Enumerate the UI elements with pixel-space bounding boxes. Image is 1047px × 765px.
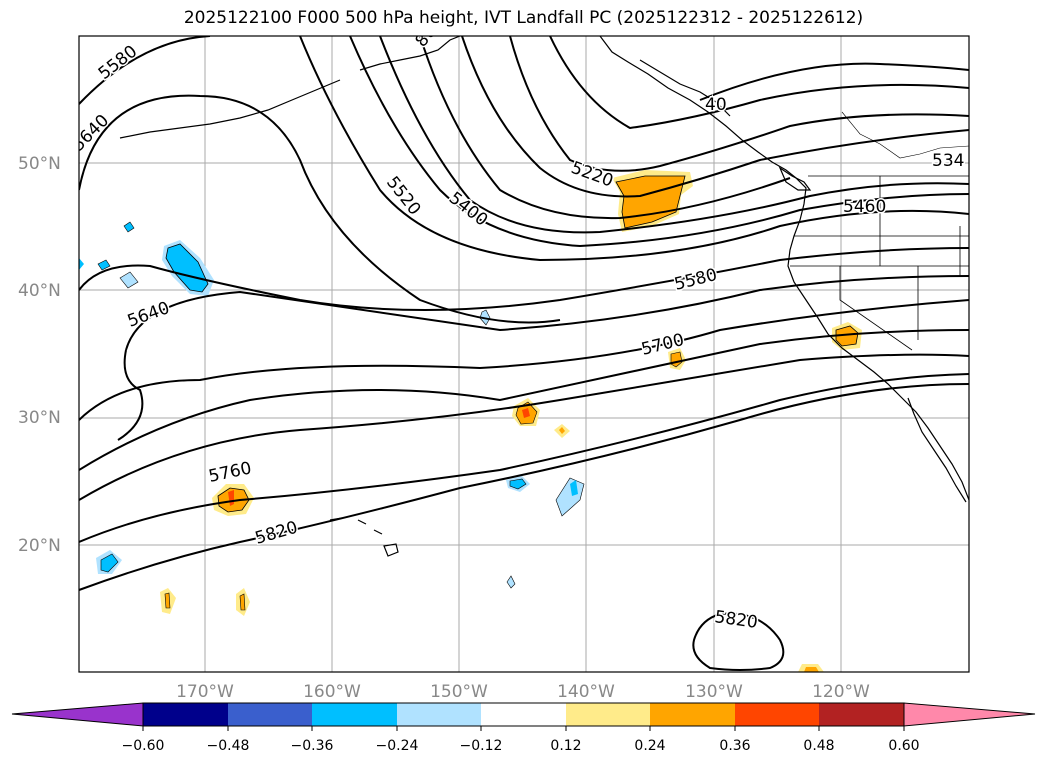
height-contours (79, 36, 969, 671)
ivt-neg-region-8-core (570, 480, 578, 496)
plot-frame (78, 35, 970, 673)
colorbar-extend-right (903, 702, 1036, 727)
colorbar-segment (735, 703, 819, 726)
canada-border-lines (841, 111, 969, 159)
colorbar-frame (142, 702, 905, 727)
colorbar-segment (397, 703, 481, 726)
lon-label-130: 130°W (685, 682, 743, 702)
colorbar-tick-label: −0.24 (376, 738, 419, 754)
colorbar-tick-label: −0.12 (460, 738, 503, 754)
contour-5700 (79, 299, 969, 421)
contour-5580-nw (79, 36, 211, 105)
alaska-coast (359, 36, 461, 71)
ivt-neg-region-4 (79, 258, 84, 270)
ivt-region-bottom-core (804, 667, 819, 672)
contour-label: 5460 (843, 197, 886, 217)
aleutians (119, 79, 341, 139)
lat-label-20: 20°N (18, 536, 61, 556)
west-coast (599, 36, 969, 501)
contour-5580-main (79, 247, 969, 311)
se-alaska (639, 59, 731, 117)
ivt-region-south-1-core (164, 592, 171, 609)
colorbar-segment (650, 703, 735, 726)
colorbar-tick-label: 0.48 (803, 738, 834, 754)
ivt-region-tiny-core (559, 427, 565, 434)
contour-5820-south (692, 612, 785, 671)
contour-label: 534 (932, 151, 964, 171)
ivt-neg-region-10 (506, 575, 516, 589)
contour-5640-nw (79, 94, 561, 324)
baja-coast (907, 397, 967, 503)
map-title: 2025122100 F000 500 hPa height, IVT Land… (183, 8, 864, 28)
lon-label-120: 120°W (812, 682, 870, 702)
colorbar-ticks (142, 726, 905, 731)
vancouver-island (778, 166, 812, 191)
contour-5160 (549, 36, 969, 130)
ivt-region-30n-peak (522, 408, 530, 418)
longitude-labels: 170°W 160°W 150°W 140°W 130°W 120°W (176, 682, 870, 702)
colorbar-segment (312, 703, 397, 726)
ivt-neg-region-5 (123, 221, 135, 233)
lon-label-170: 170°W (176, 682, 234, 702)
contour-5640-main (125, 275, 969, 351)
ivt-neg-region-3 (97, 259, 111, 271)
lon-label-140: 140°W (557, 682, 615, 702)
coastlines (119, 36, 969, 557)
contour-5280 (461, 36, 969, 198)
lon-label-160: 160°W (303, 682, 361, 702)
contour-5820 (79, 373, 969, 543)
contour-5340 (419, 36, 791, 220)
contour-label: 40 (705, 95, 727, 115)
colorbar-tick-label: 0.24 (634, 738, 665, 754)
colorbar-segment (143, 703, 228, 726)
colorbar: −0.60 −0.48 −0.36 −0.24 −0.12 0.12 0.24 … (11, 702, 1036, 754)
colorbar-segment (228, 703, 312, 726)
lat-label-30: 30°N (18, 408, 61, 428)
colorbar-extend-left (11, 702, 144, 727)
ivt-neg-region-2 (119, 271, 139, 289)
contour-5220 (509, 36, 969, 172)
contour-5760 (79, 353, 969, 501)
colorbar-tick-labels: −0.60 −0.48 −0.36 −0.24 −0.12 0.12 0.24 … (122, 738, 920, 754)
contour-5460 (349, 36, 969, 248)
ivt-region-south-2-core (239, 593, 246, 611)
colorbar-tick-label: −0.60 (122, 738, 165, 754)
ivt-region-california-core (835, 325, 859, 347)
colorbar-segment (566, 703, 650, 726)
lon-label-150: 150°W (430, 682, 488, 702)
ivt-neg-region-7-core (509, 478, 527, 490)
colorbar-tick-label: 0.12 (550, 738, 581, 754)
contour-5820b (79, 383, 969, 591)
latitude-labels: 50°N 40°N 30°N 20°N (18, 154, 61, 556)
colorbar-segment (481, 703, 566, 726)
colorbar-tick-label: −0.36 (291, 738, 334, 754)
plot-area (79, 36, 969, 672)
state-borders (790, 176, 969, 351)
ivt-neg-region-9-core (100, 553, 119, 573)
lat-label-50: 50°N (18, 154, 61, 174)
contour-5640-w (117, 349, 144, 441)
contour-north-1 (699, 62, 969, 101)
colorbar-tick-label: 0.36 (719, 738, 750, 754)
lat-label-40: 40°N (18, 281, 61, 301)
contour-5520 (299, 36, 969, 262)
contour-5700b (79, 329, 969, 471)
contour-5400 (379, 36, 969, 234)
ivt-neg-region-1-core (165, 243, 209, 293)
colorbar-segment (819, 703, 904, 726)
colorbar-tick-label: −0.48 (207, 738, 250, 754)
colorbar-tick-label: 0.60 (888, 738, 919, 754)
